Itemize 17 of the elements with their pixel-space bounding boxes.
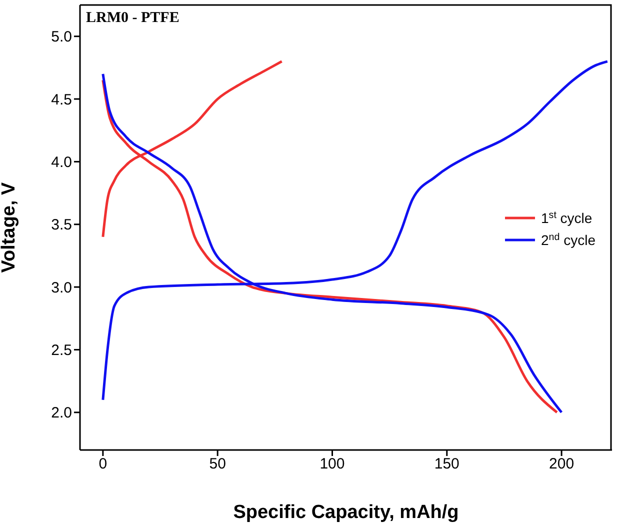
legend-label: 1$^{st}$ cycle — [541, 210, 592, 226]
x-tick-label: 100 — [320, 456, 345, 473]
x-tick-label: 0 — [98, 456, 108, 473]
y-tick-label: 5.0 — [51, 28, 72, 46]
y-tick-label: 3.0 — [51, 279, 72, 296]
x-tick-label: 150 — [434, 456, 460, 473]
y-tick-label: 2.0 — [51, 404, 72, 422]
x-tick-label: 50 — [209, 456, 226, 473]
legend-label: 2$^{nd}$ cycle — [541, 232, 596, 248]
x-tick-label: 200 — [549, 456, 574, 473]
y-tick-label: 3.5 — [51, 216, 72, 234]
chart-title: LRM0 - PTFE — [86, 10, 180, 26]
y-tick-label: 4.0 — [51, 154, 72, 172]
y-tick-label: 4.5 — [51, 91, 72, 108]
x-axis-title: Specific Capacity, mAh/g — [233, 502, 459, 523]
y-axis-title: Voltage, V — [0, 182, 20, 273]
y-tick-label: 2.5 — [51, 342, 72, 360]
